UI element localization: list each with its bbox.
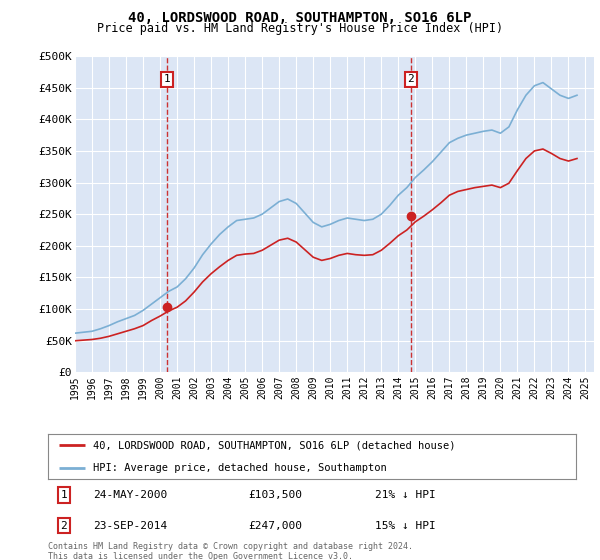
Text: 2: 2 [407,74,414,85]
Text: 21% ↓ HPI: 21% ↓ HPI [376,490,436,500]
Text: 1: 1 [61,490,67,500]
Text: 40, LORDSWOOD ROAD, SOUTHAMPTON, SO16 6LP: 40, LORDSWOOD ROAD, SOUTHAMPTON, SO16 6L… [128,11,472,25]
Text: 23-SEP-2014: 23-SEP-2014 [93,521,167,530]
Text: HPI: Average price, detached house, Southampton: HPI: Average price, detached house, Sout… [93,463,386,473]
Text: 15% ↓ HPI: 15% ↓ HPI [376,521,436,530]
Text: 24-MAY-2000: 24-MAY-2000 [93,490,167,500]
Text: £247,000: £247,000 [248,521,302,530]
Text: £103,500: £103,500 [248,490,302,500]
Text: 2: 2 [61,521,67,530]
Text: 40, LORDSWOOD ROAD, SOUTHAMPTON, SO16 6LP (detached house): 40, LORDSWOOD ROAD, SOUTHAMPTON, SO16 6L… [93,440,455,450]
Text: 1: 1 [163,74,170,85]
Text: Contains HM Land Registry data © Crown copyright and database right 2024.
This d: Contains HM Land Registry data © Crown c… [48,542,413,560]
Text: Price paid vs. HM Land Registry's House Price Index (HPI): Price paid vs. HM Land Registry's House … [97,22,503,35]
